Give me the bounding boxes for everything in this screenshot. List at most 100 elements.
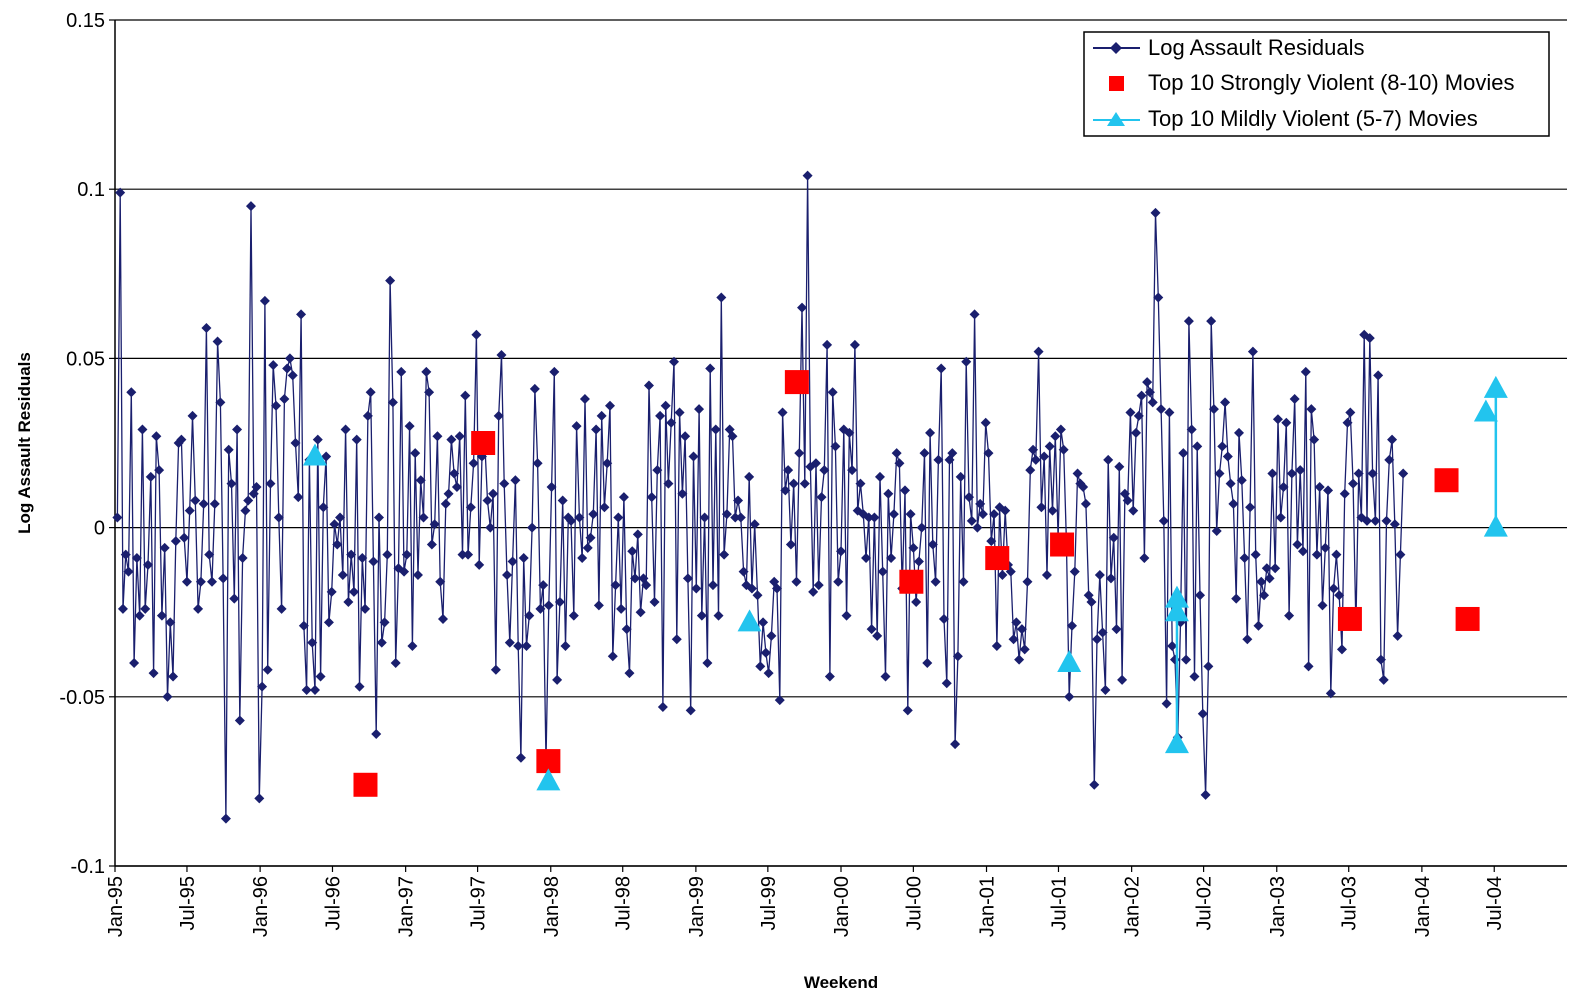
data-point-diamond [755, 661, 766, 672]
data-point-diamond [1264, 573, 1275, 584]
data-point-diamond [691, 583, 702, 594]
data-point-diamond [493, 410, 504, 421]
data-point-diamond [746, 583, 757, 594]
data-point-diamond [1122, 495, 1133, 506]
data-point-diamond [797, 302, 808, 313]
data-point-diamond [1203, 661, 1214, 672]
data-point-diamond [694, 404, 705, 415]
data-point-diamond [1197, 708, 1208, 719]
x-tick-label: Jul-00 [903, 876, 925, 930]
data-point-diamond [195, 576, 206, 587]
data-point-diamond [975, 498, 986, 509]
data-point-diamond [771, 583, 782, 594]
data-point-diamond [635, 607, 646, 618]
data-point-diamond [1384, 454, 1395, 465]
data-point-diamond [1178, 448, 1189, 459]
x-tick-label: Jul-97 [468, 876, 490, 930]
mild-movie-marker [1473, 399, 1498, 422]
data-point-diamond [649, 597, 660, 608]
y-tick-label: -0.05 [59, 687, 105, 709]
data-point-diamond [154, 465, 165, 476]
data-point-diamond [1100, 685, 1111, 696]
data-point-diamond [699, 512, 710, 523]
mild-movie-marker [302, 443, 327, 466]
data-point-diamond [727, 431, 738, 442]
data-point-diamond [1036, 502, 1047, 513]
data-point-diamond [524, 610, 535, 621]
data-point-diamond [1011, 617, 1022, 628]
data-point-diamond [1228, 498, 1239, 509]
data-point-diamond [1111, 624, 1122, 635]
data-point-diamond [966, 515, 977, 526]
data-point-diamond [1078, 481, 1089, 492]
data-point-diamond [618, 492, 629, 503]
data-point-diamond [1253, 620, 1264, 631]
data-point-diamond [1189, 671, 1200, 682]
data-point-diamond [730, 512, 741, 523]
data-point-diamond [599, 502, 610, 513]
data-point-diamond [162, 691, 173, 702]
data-point-diamond [176, 434, 187, 445]
data-point-diamond [964, 492, 975, 503]
data-point-diamond [312, 434, 323, 445]
data-point-diamond [1247, 346, 1258, 357]
data-point-diamond [1105, 573, 1116, 584]
data-point-diamond [1161, 698, 1172, 709]
data-point-diamond [346, 549, 357, 560]
data-point-diamond [958, 576, 969, 587]
data-point-diamond [735, 512, 746, 523]
data-point-diamond [507, 556, 518, 567]
data-point-diamond [1158, 515, 1169, 526]
data-point-diamond [1336, 644, 1347, 655]
data-point-diamond [234, 715, 245, 726]
data-point-diamond [404, 421, 415, 432]
data-point-diamond [1039, 451, 1050, 462]
data-point-diamond [315, 671, 326, 682]
data-point-diamond [952, 651, 963, 662]
data-point-diamond [938, 613, 949, 624]
data-point-diamond [382, 549, 393, 560]
legend: Log Assault Residuals Top 10 Strongly Vi… [1083, 31, 1550, 137]
data-point-diamond [872, 630, 883, 641]
data-point-diamond [1395, 549, 1406, 560]
data-point-diamond [446, 434, 457, 445]
data-point-diamond [387, 397, 398, 408]
data-point-diamond [1367, 468, 1378, 479]
data-point-diamond [986, 536, 997, 547]
data-point-diamond [855, 478, 866, 489]
data-point-diamond [605, 400, 615, 411]
data-point-diamond [861, 553, 872, 564]
data-point-diamond [259, 295, 270, 306]
data-point-diamond [1089, 779, 1100, 790]
data-point-diamond [777, 407, 788, 418]
data-point-diamond [282, 363, 293, 374]
data-point-diamond [307, 637, 318, 648]
x-tick-label: Jan-01 [977, 876, 999, 937]
data-point-diamond [1325, 688, 1336, 699]
data-point-diamond [468, 458, 479, 469]
data-point-diamond [1300, 366, 1311, 377]
series-line [116, 175, 1404, 819]
data-point-diamond [284, 353, 295, 364]
data-point-diamond [1214, 468, 1225, 479]
data-point-diamond [1092, 634, 1103, 645]
x-tick-label: Jan-04 [1412, 876, 1434, 937]
data-point-diamond [766, 630, 777, 641]
data-point-diamond [877, 566, 888, 577]
data-point-diamond [1133, 410, 1144, 421]
data-point-diamond [198, 498, 209, 509]
data-point-diamond [774, 695, 785, 706]
data-point-diamond [593, 600, 604, 611]
mild-movie-marker [1164, 731, 1189, 754]
data-point-diamond [1117, 674, 1128, 685]
data-point-diamond [1242, 634, 1253, 645]
data-point-diamond [1398, 468, 1409, 479]
data-point-diamond [802, 170, 813, 181]
data-point-diamond [1353, 468, 1364, 479]
data-point-diamond [209, 498, 220, 509]
data-point-diamond [212, 336, 223, 347]
data-point-diamond [271, 400, 282, 411]
x-axis-ticks: Jan-95 Jul-95 Jan-96 Jul-96 Jan-97 Jul-97 Jan-… [105, 866, 1506, 937]
data-point-diamond [760, 647, 771, 658]
data-point-diamond [894, 458, 905, 469]
